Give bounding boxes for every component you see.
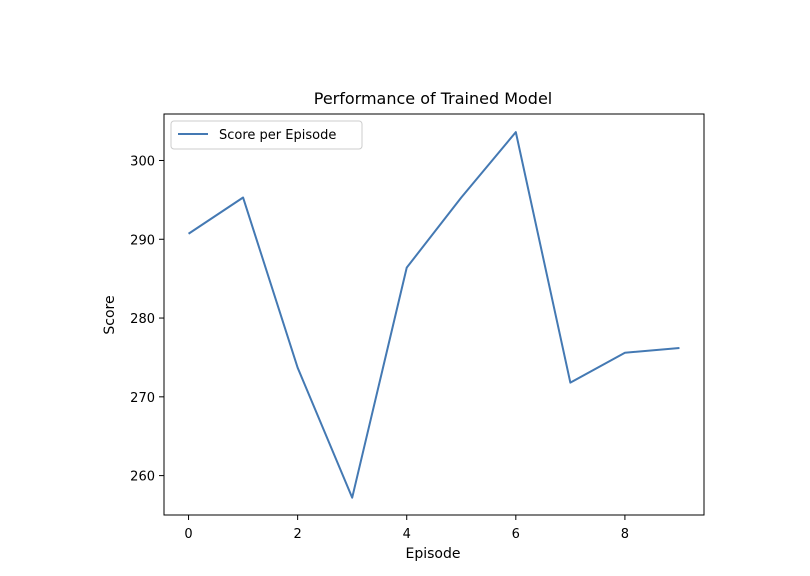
x-axis-label: Episode [406, 546, 461, 562]
y-tick-label: 300 [130, 154, 155, 169]
legend-box [170, 120, 363, 150]
x-tick-label: 4 [403, 527, 411, 542]
series-line-score-per-episode [187, 131, 680, 499]
y-tick-label: 270 [130, 391, 155, 406]
y-tick-label: 260 [130, 470, 155, 485]
y-tick-label: 290 [130, 233, 155, 248]
y-axis-label: Score [102, 295, 118, 334]
x-axis-ticks: 0 2 4 6 8 [184, 515, 629, 542]
x-tick-label: 0 [184, 527, 192, 542]
y-axis-ticks: 260 270 280 290 300 [130, 154, 164, 485]
plot-area-frame [163, 113, 705, 516]
x-tick-label: 6 [512, 527, 520, 542]
x-tick-label: 8 [621, 527, 629, 542]
series-layer [187, 131, 680, 499]
y-tick-label: 280 [130, 312, 155, 327]
x-tick-label: 2 [293, 527, 301, 542]
chart-title: Performance of Trained Model [314, 89, 553, 108]
legend: Score per Episode [170, 120, 363, 150]
legend-label-score-per-episode: Score per Episode [219, 128, 336, 143]
